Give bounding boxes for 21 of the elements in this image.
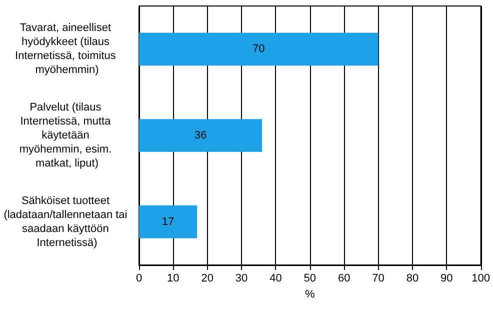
bar bbox=[139, 32, 378, 66]
data-label: 17 bbox=[162, 216, 174, 228]
data-label: 36 bbox=[194, 130, 207, 142]
x-axis-title: % bbox=[305, 288, 316, 300]
data-label: 70 bbox=[252, 43, 265, 56]
x-tick-label: 70 bbox=[372, 272, 384, 284]
x-tick-label: 10 bbox=[167, 272, 180, 284]
x-tick-label: 30 bbox=[235, 272, 248, 284]
x-tick-label: 80 bbox=[406, 272, 419, 284]
x-tick-label: 60 bbox=[338, 272, 350, 284]
x-tick-label: 90 bbox=[440, 272, 453, 284]
x-tick-label: 20 bbox=[201, 272, 214, 284]
y-tick-label: Palvelut (tilaus Internetissä, mutta käytetään myöhemmin, esim. matkat, liput) bbox=[19, 102, 115, 170]
y-tick-label: Tavarat, aineelliset hyödykkeet (tilaus Internetissä, toimitus myöhemmin) bbox=[15, 22, 119, 76]
x-tick-label: 40 bbox=[270, 272, 282, 284]
x-tick-label: 50 bbox=[304, 272, 316, 284]
bar bbox=[139, 205, 198, 238]
x-tick-label: 100 bbox=[472, 272, 490, 284]
bar bbox=[139, 119, 262, 152]
y-tick-label: Sähköiset tuotteet (ladataan/tallennetaan tai saadaan käyttöön Internetissä) bbox=[4, 194, 130, 249]
x-tick-label: 0 bbox=[136, 272, 142, 284]
